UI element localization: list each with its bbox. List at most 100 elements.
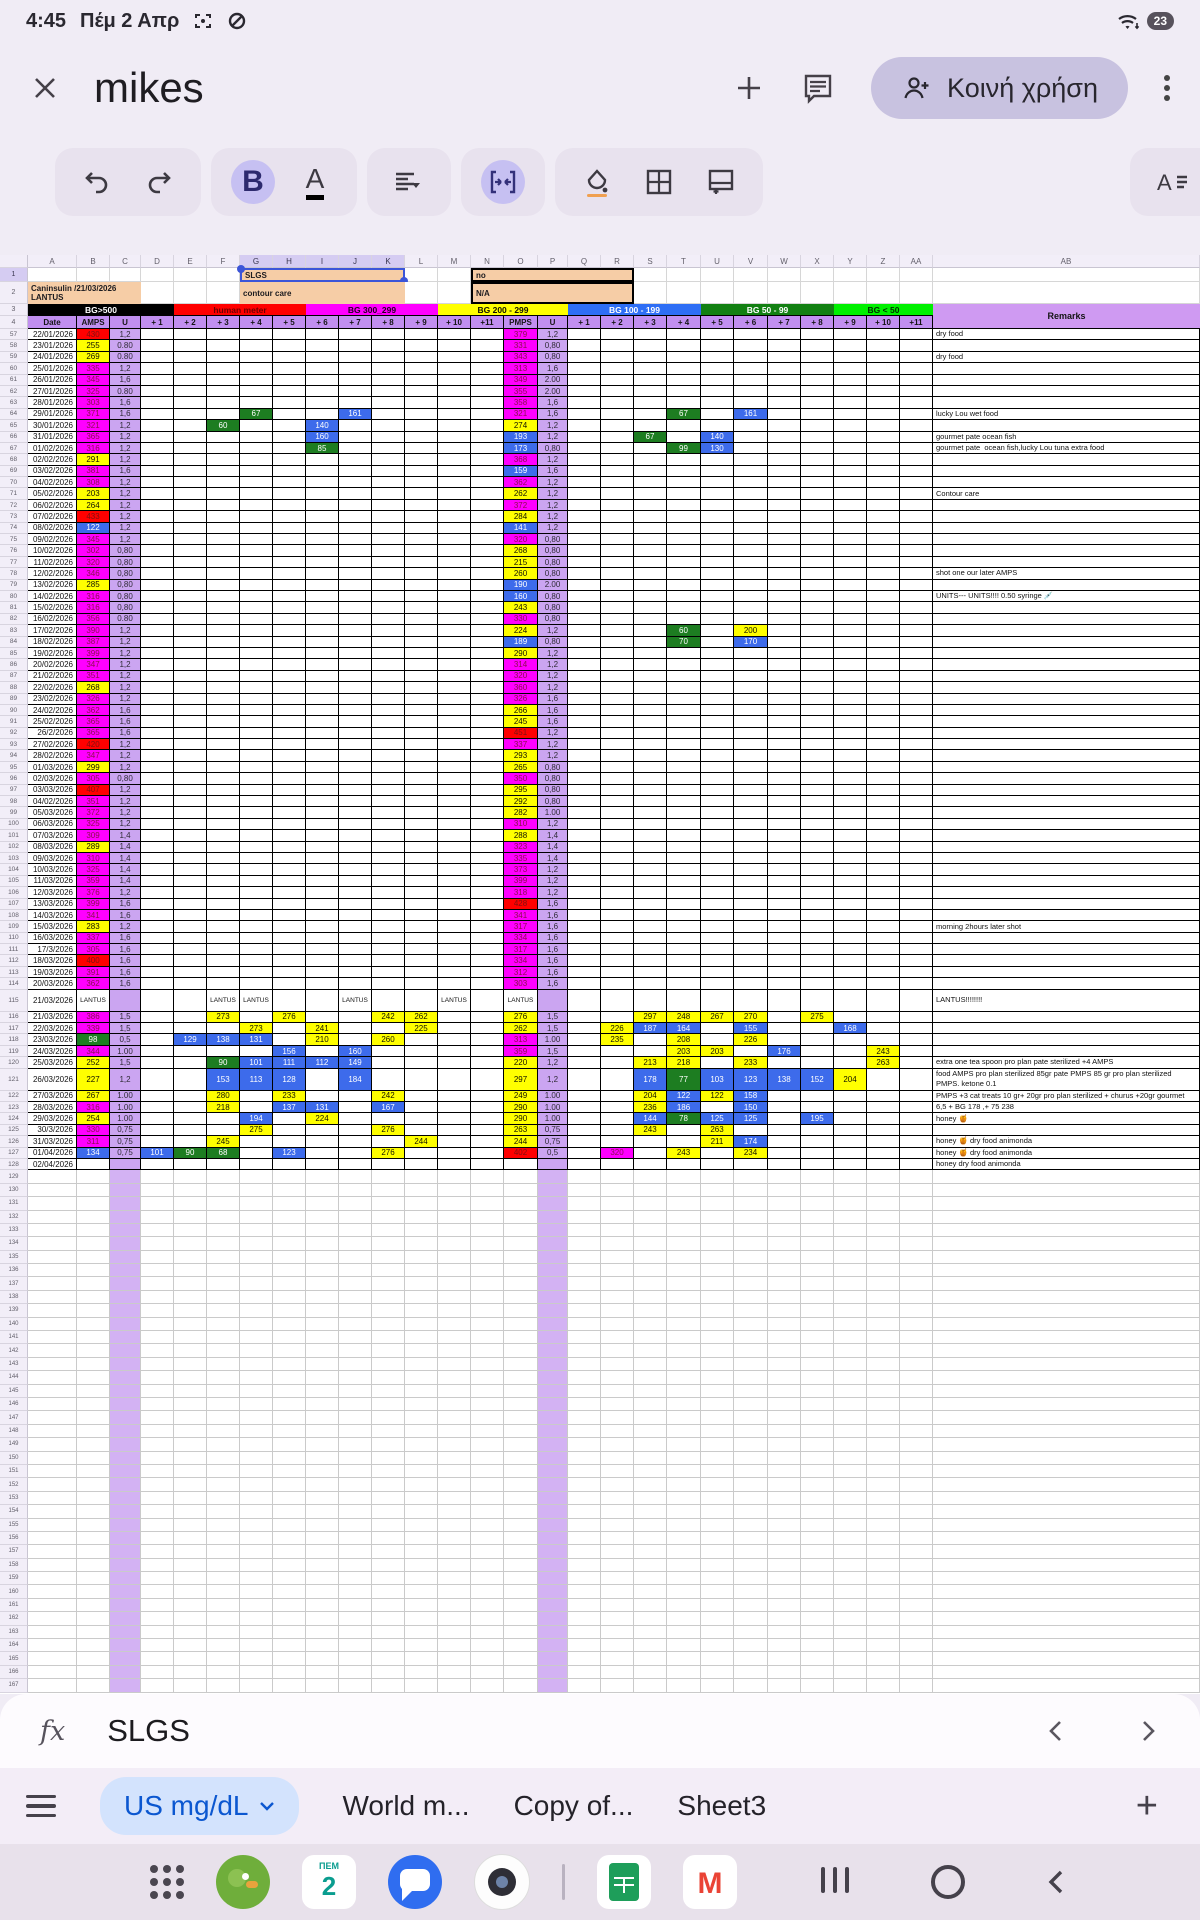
cell[interactable] bbox=[174, 442, 207, 455]
cell[interactable] bbox=[933, 1023, 1200, 1035]
cell[interactable]: 451 bbox=[504, 727, 538, 740]
sheet-row[interactable]: 153 bbox=[0, 1491, 1200, 1506]
cell[interactable]: 1,6 bbox=[110, 408, 141, 421]
cell[interactable]: 379 bbox=[504, 329, 538, 341]
cell[interactable]: 1,6 bbox=[110, 955, 141, 967]
cell[interactable] bbox=[634, 647, 667, 660]
row-header[interactable]: 66 bbox=[0, 431, 28, 443]
cell[interactable] bbox=[667, 1679, 701, 1693]
cell[interactable] bbox=[734, 716, 768, 728]
cell[interactable] bbox=[734, 1424, 768, 1439]
cell[interactable]: 1,2 bbox=[538, 750, 568, 762]
cell[interactable] bbox=[568, 374, 601, 386]
cell[interactable] bbox=[471, 1304, 504, 1318]
cell[interactable] bbox=[867, 1612, 900, 1626]
cell[interactable] bbox=[667, 761, 701, 774]
back-button[interactable] bbox=[1043, 1867, 1069, 1897]
cell[interactable] bbox=[900, 1250, 933, 1265]
cell[interactable]: 1,6 bbox=[110, 932, 141, 945]
cell[interactable] bbox=[438, 477, 471, 489]
cell[interactable] bbox=[372, 1545, 405, 1559]
cell[interactable] bbox=[667, 1317, 701, 1332]
cell[interactable] bbox=[634, 955, 667, 967]
cell[interactable] bbox=[438, 807, 471, 819]
cell[interactable] bbox=[438, 1639, 471, 1653]
cell[interactable] bbox=[768, 1572, 801, 1586]
cell[interactable] bbox=[900, 1438, 933, 1452]
cell[interactable] bbox=[701, 590, 734, 603]
cell[interactable] bbox=[273, 989, 306, 1012]
cell[interactable] bbox=[834, 1438, 867, 1452]
cell[interactable] bbox=[372, 1045, 405, 1058]
row-header[interactable]: 74 bbox=[0, 522, 28, 535]
row-header[interactable]: 105 bbox=[0, 875, 28, 888]
cell[interactable]: 1,2 bbox=[538, 431, 568, 443]
cell[interactable] bbox=[667, 1652, 701, 1666]
cell[interactable] bbox=[471, 1652, 504, 1666]
cell[interactable] bbox=[667, 1625, 701, 1640]
cell[interactable] bbox=[372, 1505, 405, 1519]
cell[interactable]: 282 bbox=[504, 807, 538, 819]
cell[interactable]: dry food bbox=[933, 351, 1200, 364]
cell[interactable] bbox=[372, 1264, 405, 1278]
cell[interactable] bbox=[339, 1505, 372, 1519]
cell[interactable]: 1,6 bbox=[538, 898, 568, 910]
row-header[interactable]: 165 bbox=[0, 1652, 28, 1666]
sheet-row[interactable]: 77 11/02/2026 320 0,80 215 0,80 bbox=[0, 556, 1200, 569]
cell[interactable] bbox=[240, 1545, 273, 1559]
cell[interactable]: 19/03/2026 bbox=[28, 966, 77, 979]
cell[interactable] bbox=[900, 1598, 933, 1613]
cell[interactable] bbox=[701, 397, 734, 409]
cell[interactable] bbox=[174, 374, 207, 386]
sheets-app-icon[interactable] bbox=[597, 1855, 651, 1909]
cell[interactable] bbox=[339, 1384, 372, 1398]
cell[interactable] bbox=[538, 1344, 568, 1358]
cell[interactable] bbox=[933, 625, 1200, 637]
cell[interactable]: 269 bbox=[77, 351, 110, 364]
cell[interactable] bbox=[28, 1545, 77, 1559]
cell[interactable] bbox=[207, 830, 240, 842]
cell[interactable] bbox=[568, 420, 601, 432]
cell[interactable] bbox=[372, 739, 405, 751]
cell[interactable] bbox=[504, 1344, 538, 1358]
cell[interactable] bbox=[273, 556, 306, 569]
cell[interactable] bbox=[240, 1317, 273, 1332]
cell[interactable] bbox=[471, 989, 504, 1012]
cell[interactable] bbox=[701, 784, 734, 797]
cell[interactable]: 270 bbox=[734, 1011, 768, 1024]
cell[interactable] bbox=[306, 636, 339, 648]
cell[interactable] bbox=[701, 477, 734, 489]
cell[interactable] bbox=[701, 659, 734, 671]
cell[interactable] bbox=[867, 431, 900, 443]
cell[interactable] bbox=[768, 841, 801, 853]
cell[interactable] bbox=[471, 1034, 504, 1046]
cell[interactable] bbox=[734, 773, 768, 785]
cell[interactable]: 1,2 bbox=[538, 659, 568, 671]
cell[interactable] bbox=[405, 670, 438, 683]
cell[interactable] bbox=[867, 1572, 900, 1586]
cell[interactable] bbox=[634, 636, 667, 648]
cell[interactable] bbox=[339, 852, 372, 865]
cell[interactable] bbox=[734, 864, 768, 876]
cell[interactable]: 1,6 bbox=[110, 909, 141, 922]
cell[interactable] bbox=[306, 909, 339, 922]
bg-band[interactable]: BG < 50 bbox=[834, 304, 933, 316]
cell[interactable]: 276 bbox=[504, 1011, 538, 1024]
cell[interactable]: gourmet pate ocean fish,lucky Lou tuna e… bbox=[933, 442, 1200, 455]
cell[interactable] bbox=[601, 351, 634, 364]
cell[interactable]: 28/02/2026 bbox=[28, 750, 77, 762]
cell[interactable] bbox=[405, 1197, 438, 1211]
cell[interactable]: 24/02/2026 bbox=[28, 704, 77, 717]
cell[interactable] bbox=[471, 1170, 504, 1184]
cell[interactable] bbox=[471, 1147, 504, 1159]
cell[interactable] bbox=[273, 590, 306, 603]
cell[interactable] bbox=[306, 647, 339, 660]
cell[interactable] bbox=[471, 909, 504, 922]
cell[interactable] bbox=[634, 1170, 667, 1184]
cell[interactable] bbox=[801, 431, 834, 443]
cell[interactable] bbox=[568, 545, 601, 557]
cell[interactable]: 30/3/2026 bbox=[28, 1124, 77, 1137]
sheet-row[interactable]: 74 08/02/2026 122 1,2 141 1,2 bbox=[0, 522, 1200, 535]
cell[interactable] bbox=[339, 909, 372, 922]
cell[interactable] bbox=[801, 1124, 834, 1137]
